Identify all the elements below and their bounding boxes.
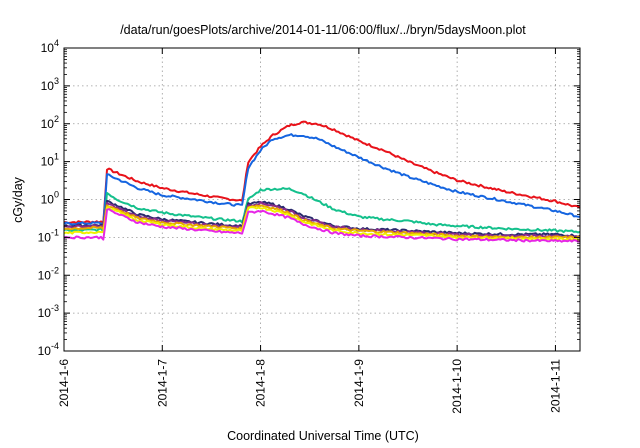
y-tick-label: 10-4 xyxy=(38,341,59,358)
x-tick-label: 2014-1-7 xyxy=(155,359,169,407)
series-line-2 xyxy=(63,133,581,226)
y-tick-label: 10-2 xyxy=(38,265,59,282)
y-tick-label: 100 xyxy=(41,190,59,207)
x-tick-label: 2014-1-9 xyxy=(352,359,366,407)
x-tick-label: 2014-1-8 xyxy=(254,359,268,407)
x-tick-labels: 2014-1-6 2014-1-7 2014-1-8 2014-1-9 2014-1-1… xyxy=(57,359,562,414)
x-axis-label: Coordinated Universal Time (UTC) xyxy=(227,429,419,443)
x-tick-label: 2014-1-6 xyxy=(57,359,71,407)
series-line-1 xyxy=(63,120,581,225)
y-tick-labels: 10-4 10-3 10-2 10-1 100 101 102 103 104 xyxy=(38,38,59,358)
y-tick-label: 103 xyxy=(41,76,59,93)
y-tick-label: 104 xyxy=(41,38,59,55)
series-line-8 xyxy=(63,208,581,243)
series-line-7 xyxy=(63,206,581,242)
y-tick-label: 10-1 xyxy=(38,227,59,244)
ticks xyxy=(63,47,580,352)
grid xyxy=(64,48,580,351)
y-axis-label: cGy/day xyxy=(11,176,25,223)
y-tick-label: 101 xyxy=(41,152,59,169)
series-group xyxy=(63,120,581,243)
series-line-3 xyxy=(63,187,581,234)
x-tick-label: 2014-1-10 xyxy=(450,359,464,414)
x-tick-label: 2014-1-11 xyxy=(548,359,562,413)
y-tick-label: 10-3 xyxy=(38,303,59,320)
y-tick-label: 102 xyxy=(41,114,59,131)
chart-title: /data/run/goesPlots/archive/2014-01-11/0… xyxy=(120,23,526,37)
